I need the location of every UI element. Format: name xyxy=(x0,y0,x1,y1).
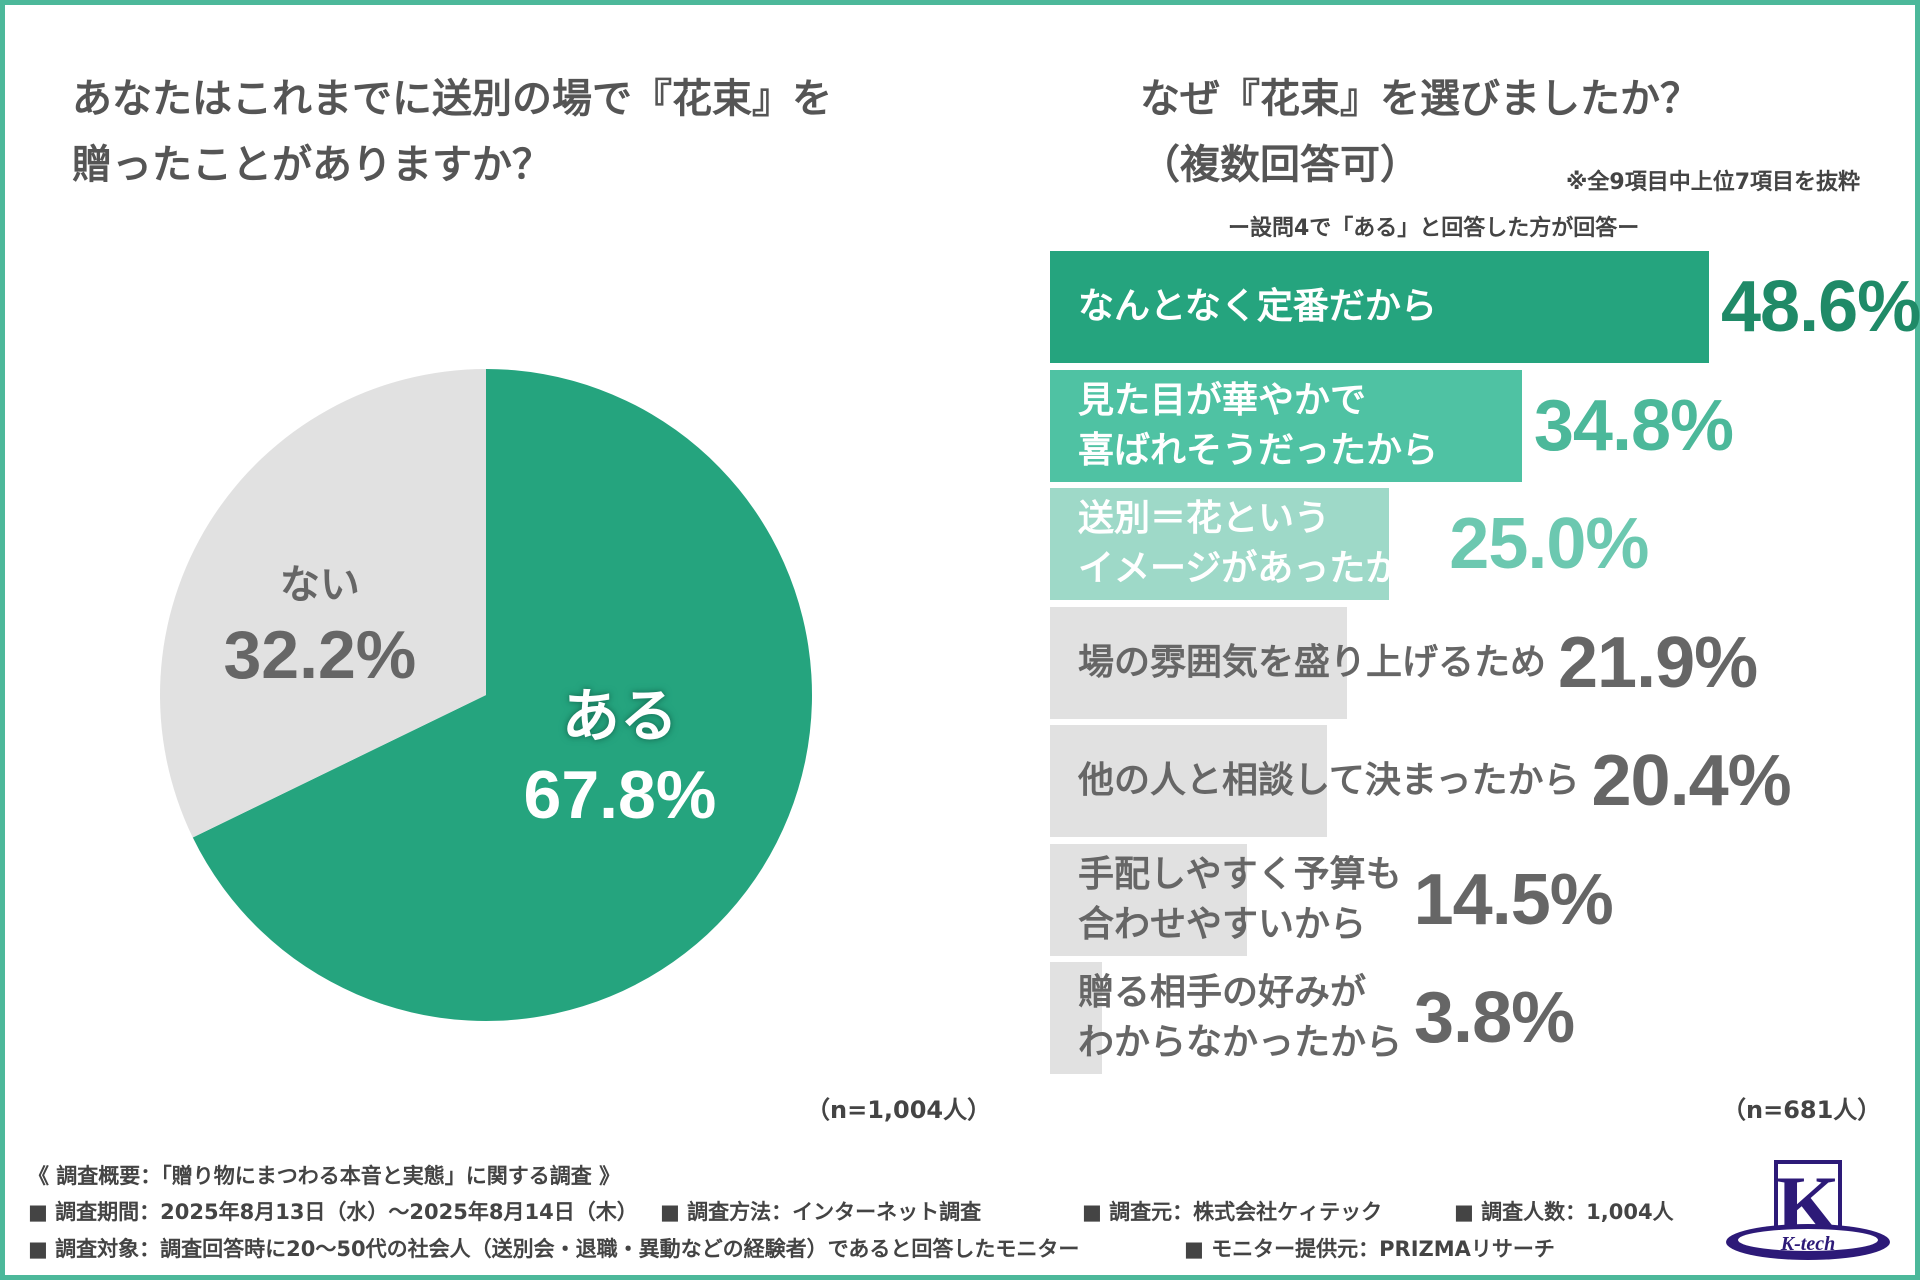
left-question-line-1: あなたはこれまでに送別の場で『花束』を xyxy=(72,76,832,122)
pie-sample-size: （n=1,004人） xyxy=(806,1096,992,1124)
bar-3 xyxy=(1050,606,1347,719)
bar-label-1-line-1: 喜ばれそうだったから xyxy=(1078,429,1439,471)
respondent-note: ー設問4で「ある」と回答した方が回答ー xyxy=(1228,216,1640,241)
survey-source: ■ 調査元：株式会社ケィテック xyxy=(1082,1200,1383,1224)
survey-method: ■ 調査方法：インターネット調査 xyxy=(660,1200,982,1224)
survey-period: ■ 調査期間：2025年8月13日（水）～2025年8月14日（木） xyxy=(28,1200,638,1224)
bar-label-5-line-0: 手配しやすく予算も xyxy=(1078,853,1402,895)
bar-label-6: 贈る相手の好みが わからなかったから xyxy=(1078,968,1402,1068)
bar-label-3: 場の雰囲気を盛り上げるため xyxy=(1078,638,1546,688)
survey-count: ■ 調査人数：1,004人 xyxy=(1454,1200,1674,1224)
bar-label-4: 他の人と相談して決まったから xyxy=(1078,756,1579,806)
bar-5 xyxy=(1050,843,1247,956)
right-question-title: なぜ『花束』を選びましたか？ （複数回答可） xyxy=(1140,66,1700,198)
bar-label-5-line-1: 合わせやすいから xyxy=(1078,903,1367,945)
bar-label-2-line-1: イメージがあったから xyxy=(1078,548,1438,589)
pie-slice-1 xyxy=(159,369,486,838)
k-tech-logo: K K-tech xyxy=(1726,1159,1890,1260)
survey-target: ■ 調査対象：調査回答時に20～50代の社会人（送別会・退職・異動などの経験者）… xyxy=(28,1237,1080,1261)
bar-0 xyxy=(1050,251,1709,363)
bar-label-3-line-0: 場の雰囲気を盛り上げるため xyxy=(1078,641,1547,683)
logo-text: K-tech xyxy=(1780,1233,1835,1255)
pie-value-no: 32.2% xyxy=(223,617,417,694)
top-items-note: ※全9項目中上位7項目を抜粋 xyxy=(1566,170,1861,195)
bar-label-4-line-0: 他の人と相談して決まったから xyxy=(1078,760,1580,801)
bar-2 xyxy=(1050,488,1389,600)
bar-label-2: 送別＝花というイメージがあったから xyxy=(1078,494,1437,594)
bar-value-3: 21.9% xyxy=(1558,622,1758,703)
bar-4 xyxy=(1050,725,1327,837)
bar-1 xyxy=(1050,369,1522,482)
bar-value-1: 34.8% xyxy=(1533,385,1734,466)
pie-value-yes: 67.8% xyxy=(523,756,717,833)
bar-label-2-line-0: 送別＝花という xyxy=(1078,498,1331,539)
bar-label-1-line-0: 見た目が華やかで xyxy=(1078,379,1367,421)
bar-label-6-line-1: わからなかったから xyxy=(1078,1022,1403,1063)
survey-provider: ■ モニター提供元：PRIZMAリサーチ xyxy=(1184,1237,1555,1261)
right-question-line-2: （複数回答可） xyxy=(1140,142,1420,188)
bar-value-6: 3.8% xyxy=(1414,978,1575,1058)
bar-label-0-line-0: なんとなく定番だから xyxy=(1078,286,1437,327)
survey-heading: 《 調査概要：「贈り物にまつわる本音と実態」に関する調査 》 xyxy=(28,1164,621,1188)
bar-value-0: 48.6% xyxy=(1721,267,1920,347)
bar-value-5: 14.5% xyxy=(1413,859,1614,940)
bar-label-0: なんとなく定番だから xyxy=(1078,282,1437,332)
left-question-title: あなたはこれまでに送別の場で『花束』を 贈ったことがありますか？ xyxy=(72,66,832,198)
pie-slice-0 xyxy=(192,369,812,1021)
bar-label-5: 手配しやすく予算も 合わせやすいから xyxy=(1078,850,1402,950)
bar-value-2: 25.0% xyxy=(1449,504,1649,584)
pie-label-yes: ある xyxy=(561,681,678,750)
right-question-line-1: なぜ『花束』を選びましたか？ xyxy=(1140,76,1700,122)
bar-label-1: 見た目が華やかで喜ばれそうだったから xyxy=(1078,376,1438,476)
left-question-line-2: 贈ったことがありますか？ xyxy=(72,142,552,188)
pie-label-no: ない xyxy=(279,562,360,609)
bar-sample-size: （n=681人） xyxy=(1722,1096,1882,1124)
bar-label-6-line-0: 贈る相手の好みが xyxy=(1078,972,1367,1013)
bar-6 xyxy=(1050,962,1102,1074)
bar-value-4: 20.4% xyxy=(1591,741,1791,821)
